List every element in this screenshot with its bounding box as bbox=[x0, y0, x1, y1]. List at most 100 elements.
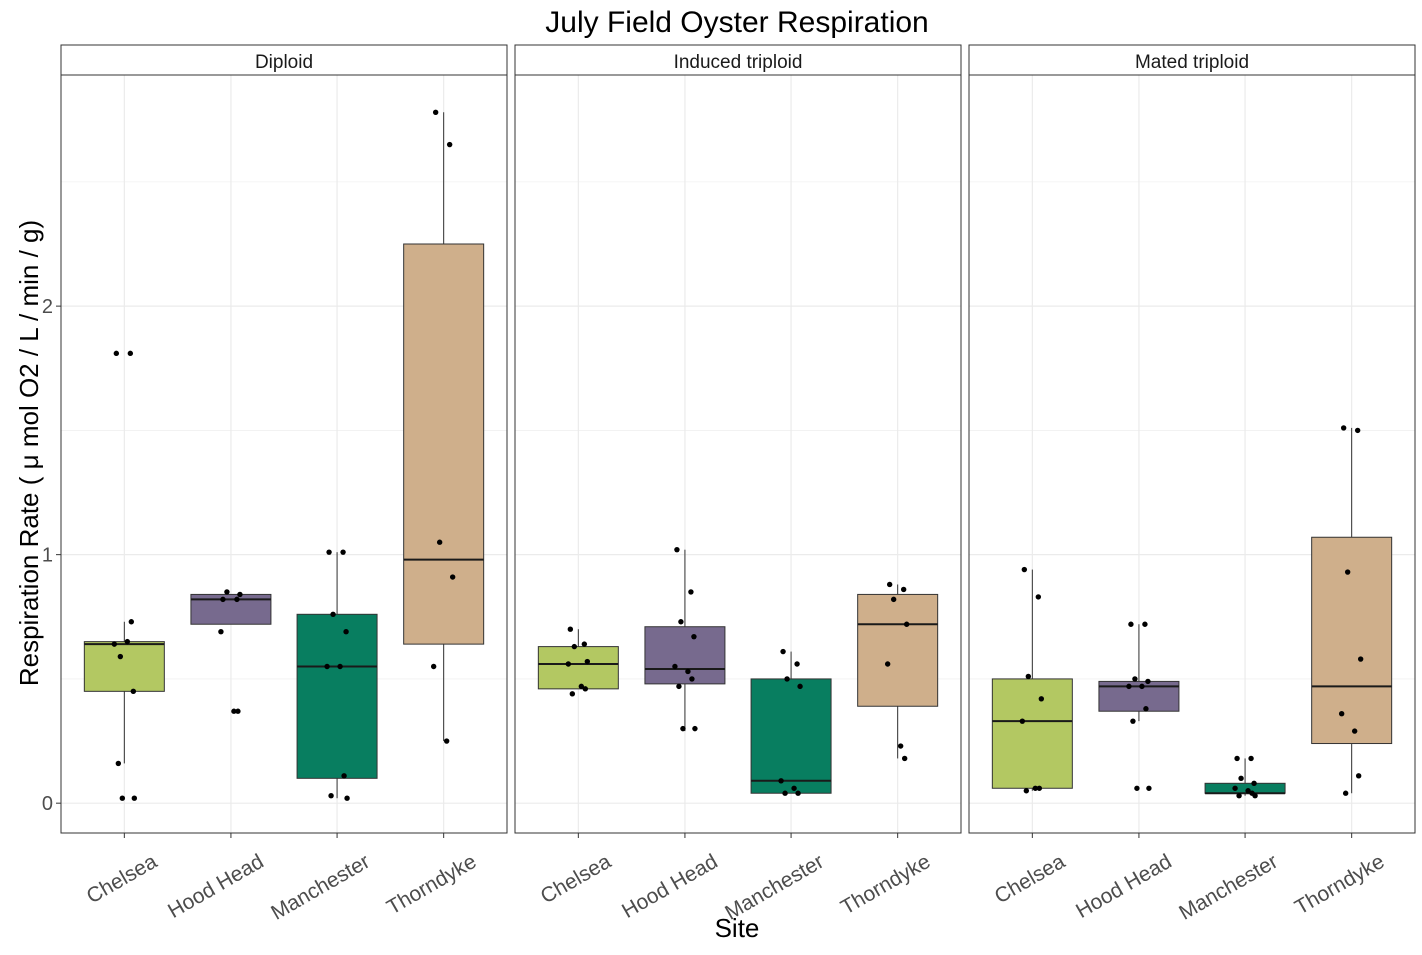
data-point bbox=[897, 743, 904, 749]
x-tick-label: Thorndyke bbox=[1291, 850, 1388, 920]
box bbox=[1204, 782, 1286, 794]
data-point bbox=[220, 596, 226, 603]
data-point bbox=[224, 589, 230, 595]
data-point bbox=[780, 648, 786, 655]
data-point bbox=[1248, 755, 1254, 762]
panel-border bbox=[968, 74, 1416, 834]
facet-panel: Mated triploid Chelsea Hood Head Manchester… bbox=[968, 44, 1416, 925]
data-point bbox=[330, 611, 336, 617]
boxplot-group bbox=[1204, 755, 1286, 799]
data-point bbox=[795, 790, 801, 796]
x-tick-label: Manchester bbox=[267, 850, 374, 925]
facet-strip bbox=[514, 44, 962, 76]
facet-panel: Diploid Chelsea Hood Head Manchester Thorndy… bbox=[60, 44, 508, 925]
data-point bbox=[676, 683, 682, 690]
facet-strip-label: Mated triploid bbox=[1135, 52, 1249, 73]
chart-title: July Field Oyster Respiration bbox=[545, 6, 928, 39]
data-point bbox=[117, 653, 124, 660]
data-point bbox=[569, 691, 576, 697]
data-point bbox=[1354, 427, 1361, 434]
boxplot-group bbox=[190, 589, 272, 714]
x-tick-label: Hood Head bbox=[618, 850, 722, 923]
data-point bbox=[1236, 793, 1242, 799]
x-tick-label: Thorndyke bbox=[383, 850, 480, 920]
box bbox=[296, 613, 378, 779]
data-point bbox=[584, 658, 591, 665]
data-point bbox=[343, 628, 349, 635]
data-point bbox=[1238, 775, 1244, 782]
facet-strip bbox=[60, 44, 508, 76]
data-point bbox=[1351, 728, 1358, 734]
box bbox=[991, 678, 1073, 789]
boxplot-group bbox=[991, 566, 1073, 794]
data-point bbox=[1234, 755, 1240, 762]
data-point bbox=[782, 790, 788, 796]
data-point bbox=[884, 661, 891, 667]
data-point bbox=[680, 725, 686, 732]
data-point bbox=[430, 663, 437, 670]
data-point bbox=[111, 641, 118, 647]
data-point bbox=[131, 795, 138, 801]
x-tick-label: Chelsea bbox=[83, 850, 162, 909]
panel-border bbox=[60, 74, 508, 834]
data-point bbox=[130, 688, 137, 695]
data-point bbox=[685, 668, 691, 675]
data-point bbox=[1038, 696, 1045, 702]
data-point bbox=[443, 738, 450, 744]
x-tick-label: Chelsea bbox=[991, 850, 1070, 909]
plot-background bbox=[515, 75, 961, 833]
data-point bbox=[340, 549, 346, 555]
data-point bbox=[784, 676, 790, 682]
data-point bbox=[692, 725, 698, 732]
boxplot-group bbox=[1098, 621, 1180, 791]
data-point bbox=[1132, 676, 1138, 682]
data-point bbox=[1145, 678, 1151, 685]
data-point bbox=[127, 350, 134, 357]
box bbox=[644, 626, 726, 685]
data-point bbox=[344, 795, 350, 801]
data-point bbox=[231, 708, 237, 714]
data-point bbox=[1232, 785, 1238, 791]
data-point bbox=[119, 795, 126, 801]
data-point bbox=[449, 574, 456, 580]
boxplot-group bbox=[296, 549, 378, 801]
data-point bbox=[1340, 425, 1347, 431]
data-point bbox=[778, 778, 784, 784]
data-point bbox=[1245, 788, 1251, 794]
box bbox=[857, 593, 939, 707]
data-point bbox=[688, 589, 694, 595]
data-point bbox=[791, 785, 797, 791]
data-point bbox=[1128, 621, 1134, 627]
data-point bbox=[1023, 788, 1030, 794]
x-tick-label: Manchester bbox=[1175, 850, 1282, 925]
data-point bbox=[900, 586, 907, 593]
data-point bbox=[1036, 785, 1043, 791]
data-point bbox=[113, 350, 120, 357]
data-point bbox=[582, 686, 589, 692]
boxplot-group bbox=[537, 626, 619, 697]
data-point bbox=[567, 626, 574, 632]
data-point bbox=[1134, 785, 1140, 791]
data-point bbox=[794, 661, 800, 667]
boxplot-group bbox=[857, 581, 939, 762]
box bbox=[1311, 536, 1393, 745]
data-point bbox=[1338, 711, 1345, 717]
data-point bbox=[581, 641, 588, 647]
boxplot-group bbox=[83, 350, 165, 801]
data-point bbox=[328, 793, 334, 799]
data-point bbox=[324, 663, 330, 670]
box bbox=[83, 641, 165, 692]
data-point bbox=[672, 663, 678, 670]
x-tick-label: Chelsea bbox=[537, 850, 616, 909]
data-point bbox=[678, 619, 684, 625]
facet-panel: Induced triploid Chelsea Hood Head Manchest… bbox=[514, 44, 962, 925]
x-tick-label: Hood Head bbox=[164, 850, 268, 923]
data-point bbox=[1035, 594, 1042, 600]
boxplot-group bbox=[750, 648, 832, 796]
data-point bbox=[341, 773, 347, 779]
data-point bbox=[901, 755, 908, 762]
y-tick-label: 1 bbox=[42, 545, 53, 567]
data-point bbox=[234, 596, 240, 603]
data-point bbox=[674, 546, 680, 553]
